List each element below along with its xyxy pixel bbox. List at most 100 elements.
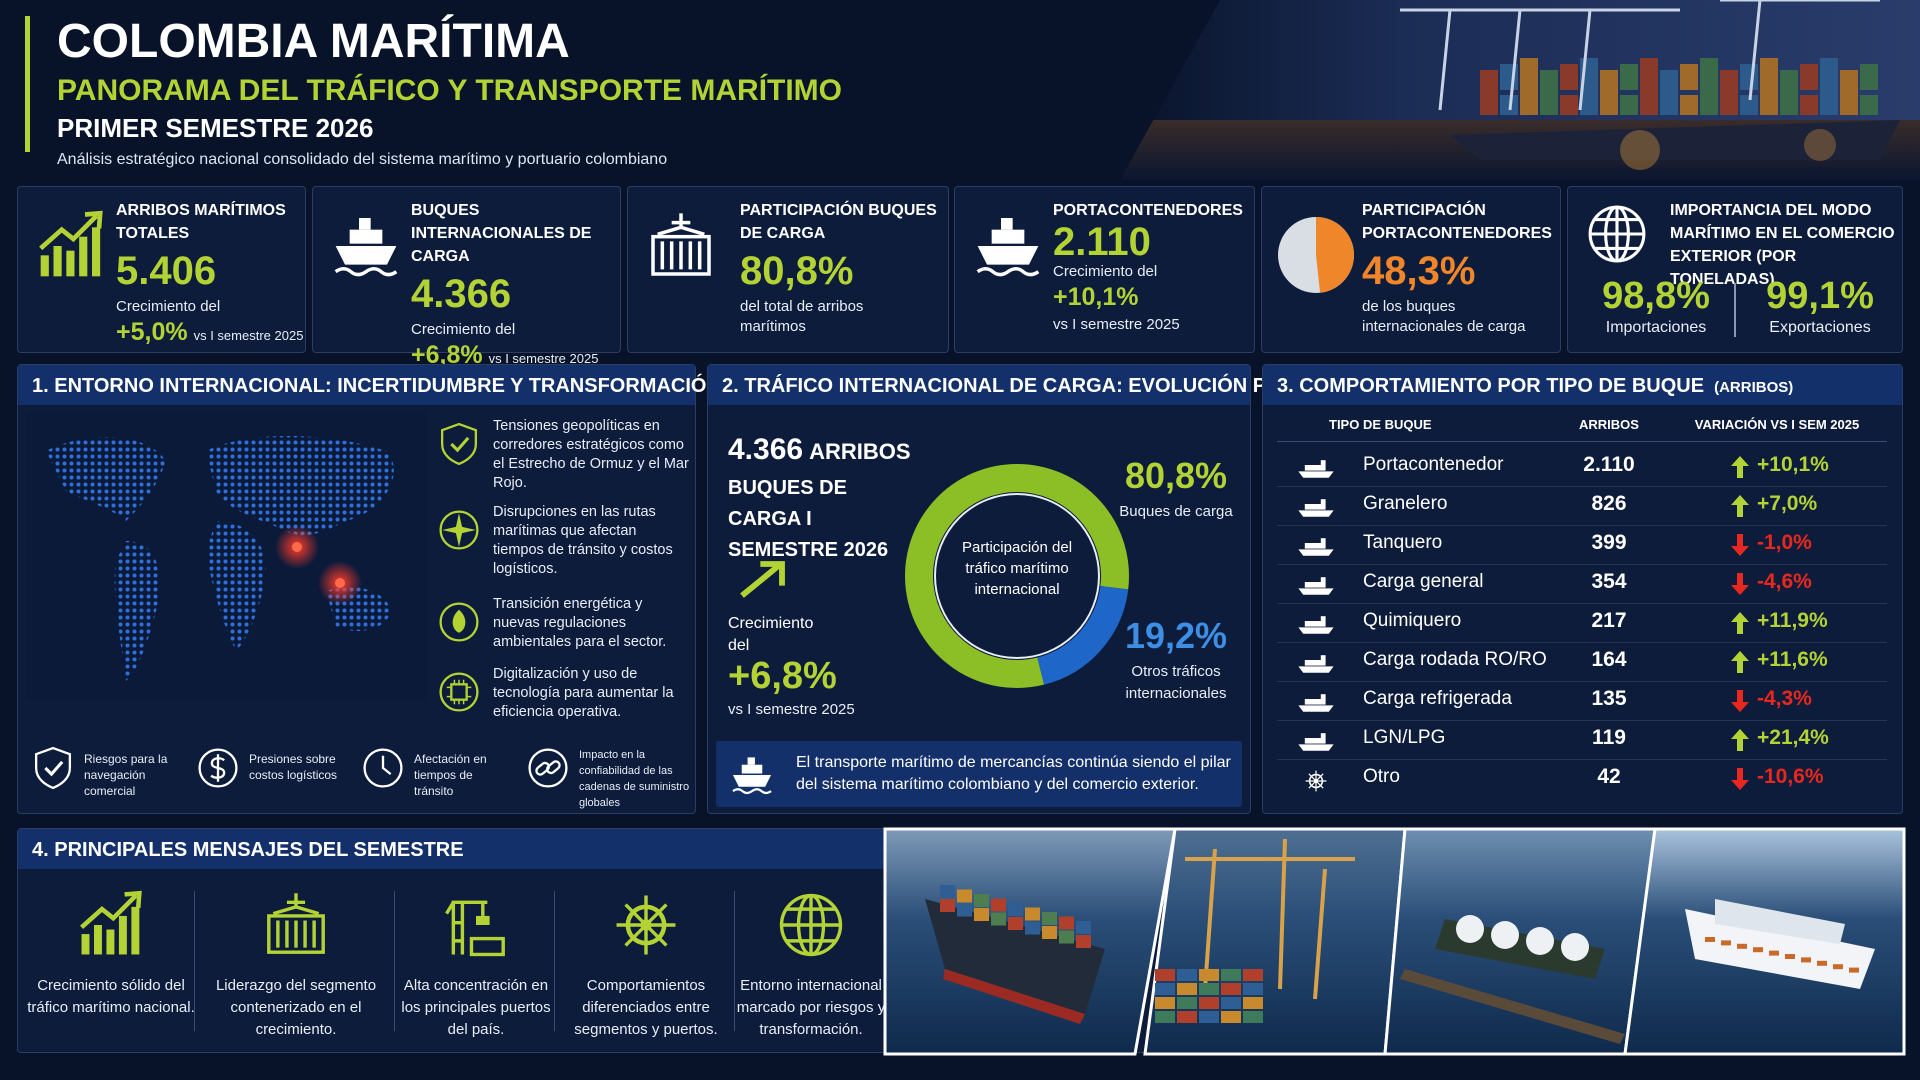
vessel-icon [1298, 655, 1334, 673]
graphic-part [1155, 969, 1175, 981]
arrivals: 399 [1591, 531, 1627, 554]
graphic-part [94, 925, 102, 955]
variation: +7,0% [1757, 492, 1818, 515]
kpi-icon [651, 213, 711, 276]
column-header: ARRIBOS [1579, 417, 1639, 432]
section-panel: 4. PRINCIPALES MENSAJES DEL SEMESTRE Crec… [17, 827, 1906, 1056]
section-title: 2. TRÁFICO INTERNACIONAL DE CARGA: EVOLU… [708, 365, 1345, 405]
icon-shape [1450, 120, 1900, 160]
item-icon [439, 602, 479, 642]
arrow-down [1731, 690, 1749, 712]
graphic-part [1221, 983, 1241, 995]
graphic-part [1705, 937, 1715, 942]
graphic-part [198, 748, 238, 788]
kpi-note: Crecimiento del [1053, 263, 1158, 280]
icon-shape [272, 893, 320, 916]
message-text: Entorno internacional marcado por riesgo… [736, 977, 886, 1038]
vessel-type: Tanquero [1363, 532, 1443, 553]
graphic-part [1720, 83, 1738, 115]
row-rule [1277, 642, 1887, 643]
segment-name: Otros tráficos internacionales [1125, 663, 1227, 702]
title: COLOMBIA MARÍTIMA [57, 15, 570, 68]
graphic-part [1760, 58, 1778, 90]
icon-shape [44, 760, 64, 777]
graphic-part [1560, 64, 1578, 90]
graphic-part [991, 912, 1006, 926]
graphic-part [79, 236, 88, 277]
icon-shape [1715, 899, 1845, 944]
graphic-part [1849, 967, 1859, 973]
kpi-title: BUQUES INTERNACIONALES DE CARGA [411, 202, 592, 265]
icon-shape [1298, 510, 1334, 517]
kpi-card: BUQUES INTERNACIONALES DE CARGA 4.366 Crec… [312, 186, 621, 369]
column-header: VARIACIÓN VS I SEM 2025 [1694, 417, 1860, 432]
icon-shape [1731, 456, 1749, 478]
graphic-part [1680, 95, 1698, 115]
period: PRIMER SEMESTRE 2026 [57, 113, 374, 143]
risk-text: Impacto en la confiabilidad de las caden… [579, 749, 690, 809]
message-icon [616, 895, 676, 955]
donut-center-label: Participación del tráfico marítimo inter… [961, 539, 1073, 598]
graphic-part [439, 510, 479, 550]
message-text: Alta concentración en los principales pu… [401, 977, 551, 1038]
growth-ref: vs I semestre 2025 [728, 701, 855, 718]
icon-shape [781, 895, 841, 955]
graphic-part [1769, 950, 1779, 956]
row-rule [1277, 759, 1887, 760]
pie-slice [1316, 217, 1354, 293]
item-icon [440, 422, 478, 466]
graphic-part [747, 757, 755, 765]
graphic-part [1025, 907, 1040, 921]
kpi-title: ARRIBOS MARÍTIMOS TOTALES [116, 202, 286, 242]
headline-unit: ARRIBOS [809, 439, 911, 464]
graphic-part [1243, 1011, 1263, 1023]
accent-bar [25, 16, 30, 152]
message-icon [779, 893, 843, 957]
icon-shape [1185, 838, 1355, 1000]
graphic-part [1620, 95, 1638, 115]
graphic-part [1304, 738, 1326, 744]
icon-shape [657, 213, 705, 237]
graphic-part [741, 764, 763, 774]
graphic-part [1520, 58, 1538, 90]
graphic-part [1680, 64, 1698, 90]
vessel-type: Carga general [1363, 571, 1484, 592]
icon-shape [446, 679, 472, 705]
graphic-part [469, 936, 505, 957]
graphic-part [1199, 1011, 1219, 1023]
message-text: Crecimiento sólido del tráfico marítimo … [27, 977, 195, 1016]
arrivals: 135 [1591, 687, 1627, 710]
icon-shape [46, 437, 166, 521]
graphic-part [546, 760, 561, 775]
kpi-card: PORTACONTENEDORES 2.110 Crecimiento del +10… [954, 186, 1255, 353]
graphic-part [1304, 504, 1326, 510]
graphic-part [1600, 83, 1618, 115]
vessel-type: Granelero [1363, 493, 1448, 514]
headline-value: 4.366 [728, 433, 804, 466]
icon-shape [1731, 495, 1749, 517]
graphic-part [1199, 997, 1219, 1009]
graphic-part [1025, 921, 1040, 935]
graphic-part [335, 578, 345, 588]
kpi-value: 80,8% [740, 249, 854, 293]
arrow-down [1731, 534, 1749, 556]
arrow-up [1731, 729, 1749, 751]
icon-shape [206, 436, 394, 536]
graphic-part [1620, 64, 1638, 90]
message-icon [80, 890, 142, 955]
graphic-part [957, 889, 972, 903]
arrivals: 217 [1591, 609, 1627, 632]
graphic-part [1561, 933, 1589, 961]
icon-shape [1298, 666, 1334, 673]
row-rule [1277, 603, 1887, 604]
icon-shape [1298, 627, 1334, 634]
icon-shape [210, 754, 226, 782]
graphic-part [1640, 89, 1658, 115]
graphic-part [1320, 694, 1326, 699]
risk-text: Riesgos para la navegación comercial [84, 752, 168, 798]
icon-shape [1731, 534, 1749, 556]
environment-item: Transición energética y nuevas regulacio… [493, 596, 667, 650]
graphic-part [1155, 997, 1175, 1009]
trade-label: Exportaciones [1769, 319, 1871, 336]
